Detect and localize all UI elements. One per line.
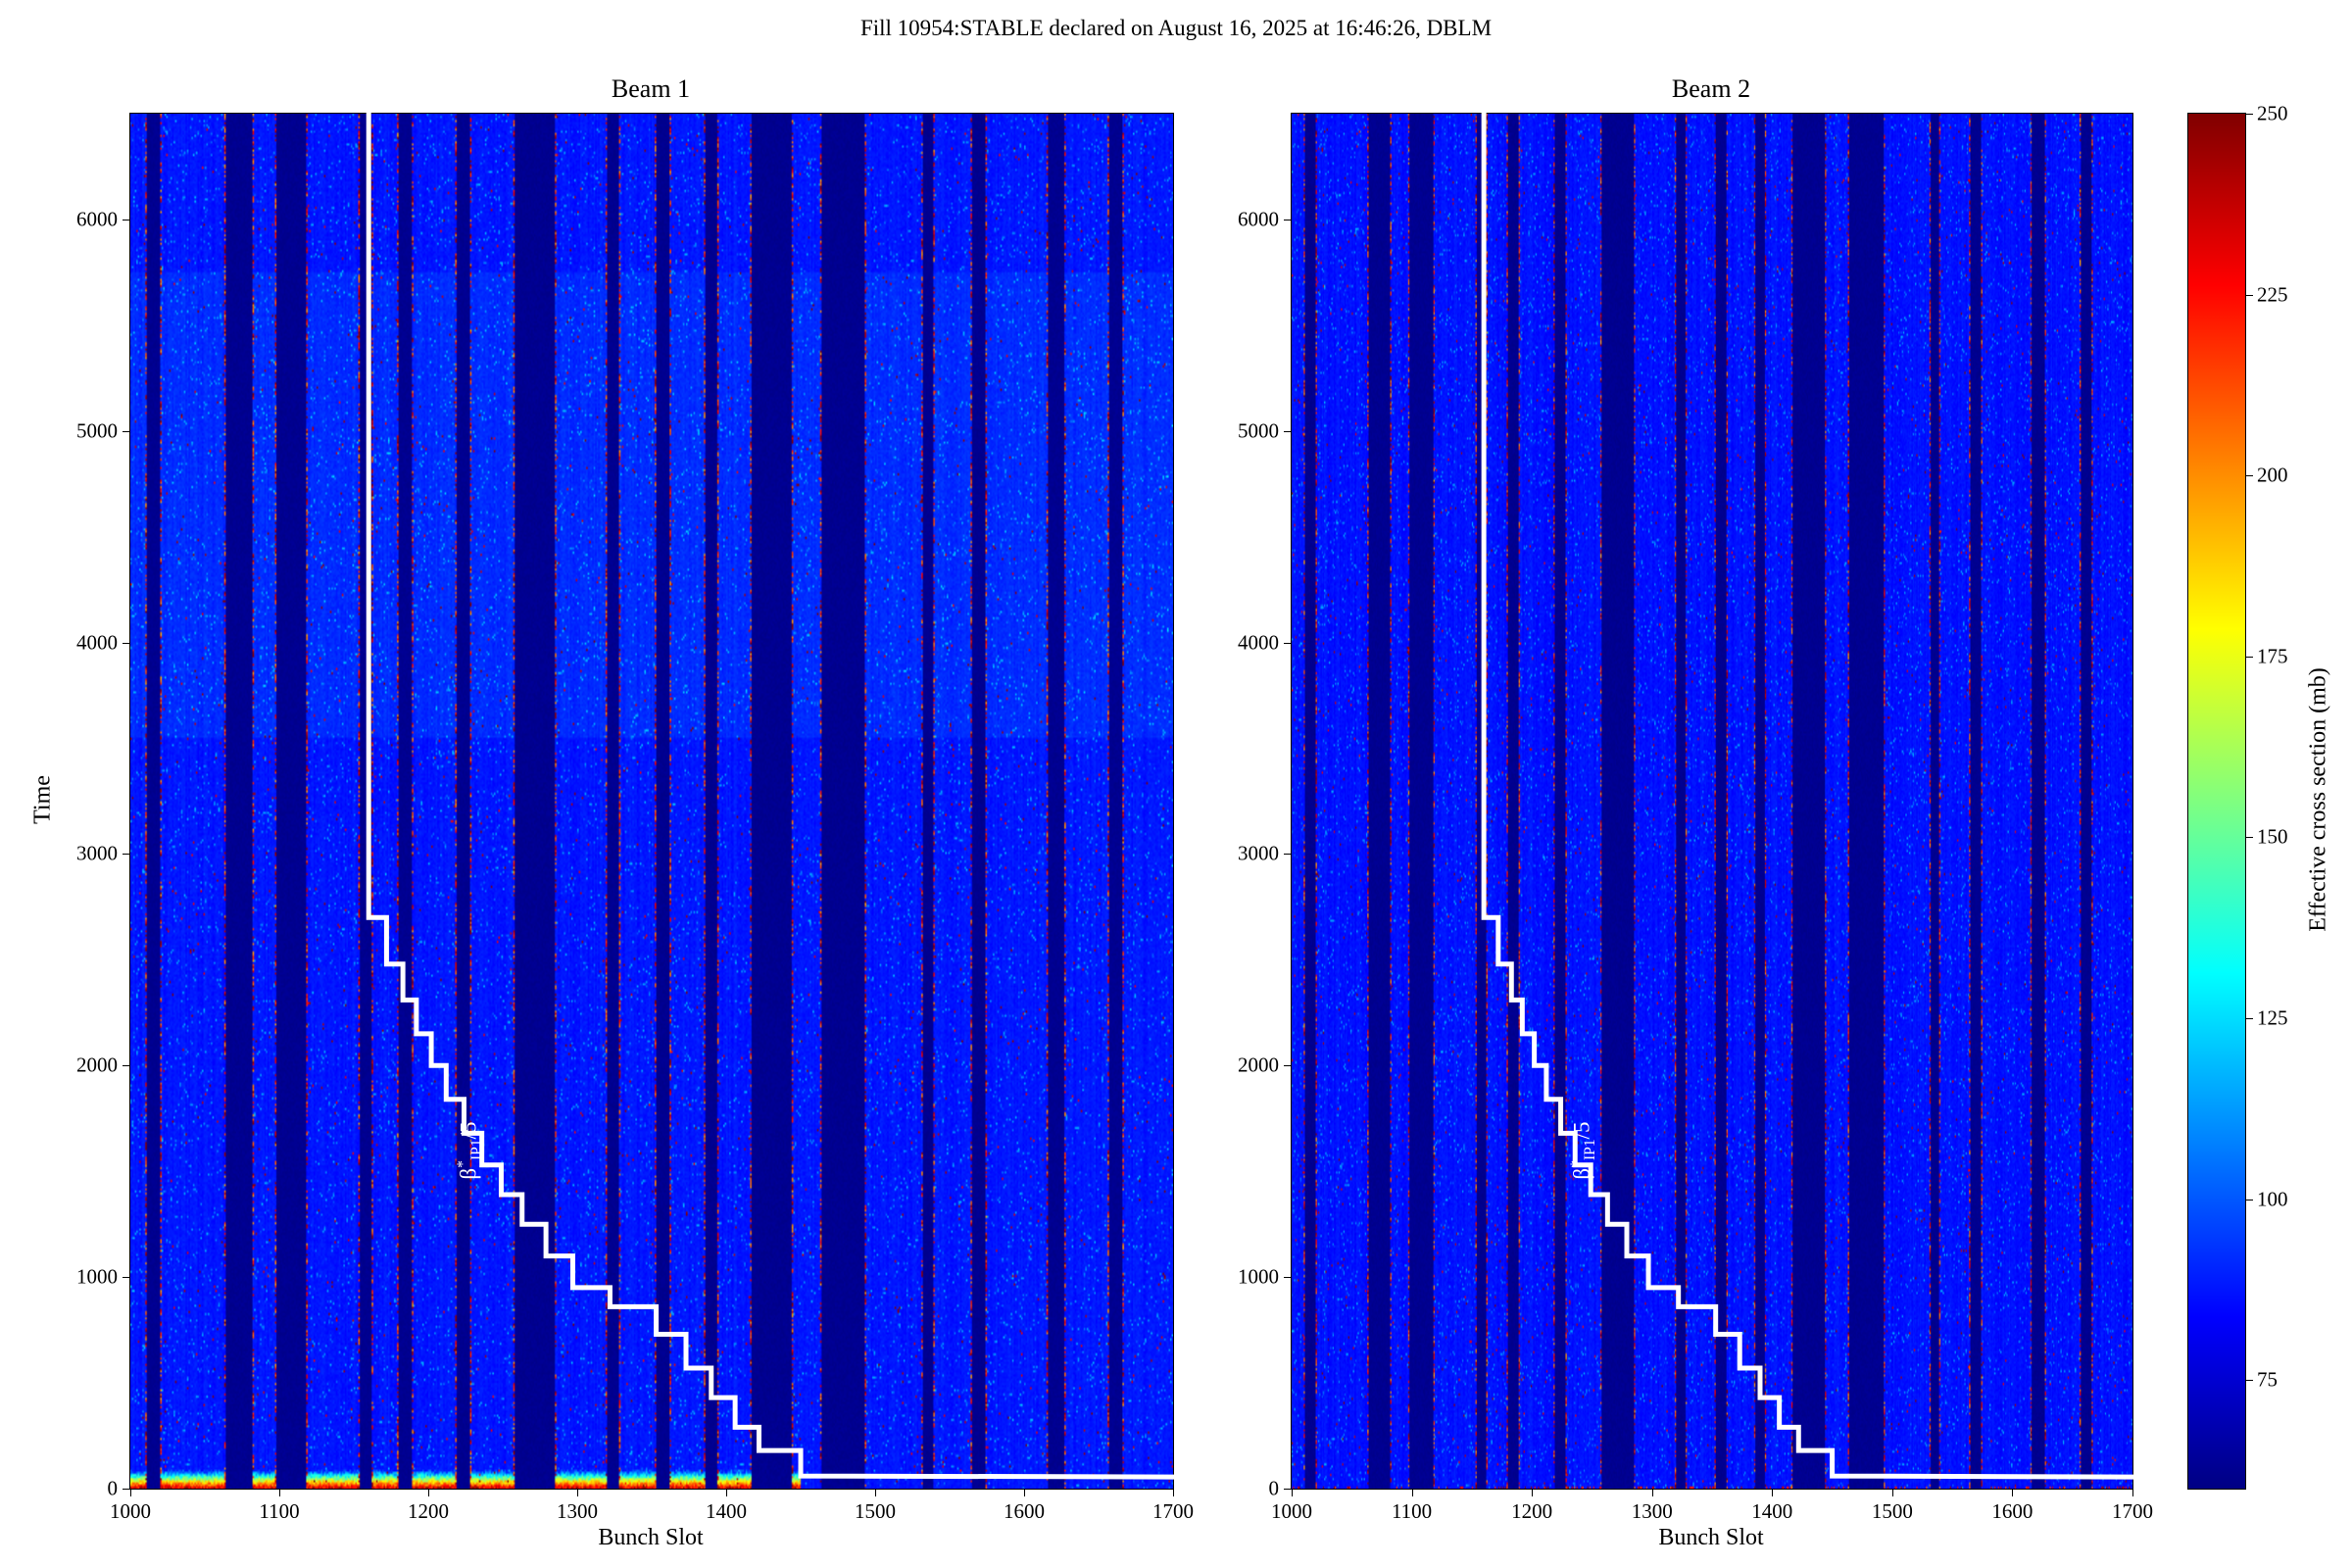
x-tick-label: 1700 xyxy=(2112,1499,2153,1523)
y-tick-mark xyxy=(1284,1277,1292,1279)
y-tick-label: 3000 xyxy=(76,841,118,865)
beam1-beta-star-annotation: β*IP1/5 xyxy=(454,1121,485,1179)
x-tick-mark xyxy=(1532,1489,1534,1496)
y-tick-mark xyxy=(122,1065,130,1067)
x-tick-mark xyxy=(1411,1489,1413,1496)
colorbar-tick-label: 75 xyxy=(2257,1367,2278,1392)
x-tick-label: 1300 xyxy=(1631,1499,1673,1523)
colorbar-tick-label: 100 xyxy=(2257,1187,2288,1211)
colorbar-tick-label: 150 xyxy=(2257,824,2288,849)
y-tick-label: 2000 xyxy=(76,1053,118,1077)
y-tick-mark xyxy=(1284,642,1292,644)
beam2-beta-star-line xyxy=(1292,114,2132,1489)
x-tick-label: 1700 xyxy=(1152,1499,1194,1523)
y-tick-mark xyxy=(122,1489,130,1490)
x-tick-label: 1100 xyxy=(259,1499,300,1523)
colorbar-tick-label: 225 xyxy=(2257,282,2288,307)
beta-symbol: β xyxy=(1569,1167,1594,1180)
x-tick-mark xyxy=(130,1489,131,1496)
y-tick-label: 0 xyxy=(1268,1476,1280,1500)
x-tick-mark xyxy=(1024,1489,1025,1496)
y-tick-label: 1000 xyxy=(1238,1264,1279,1289)
colorbar-tick-mark xyxy=(2245,656,2253,658)
beta-suffix: /5 xyxy=(1569,1121,1594,1139)
x-tick-mark xyxy=(1651,1489,1653,1496)
beam1-heatmap-canvas xyxy=(130,114,1173,1489)
y-tick-label: 6000 xyxy=(76,207,118,231)
beam1-title: Beam 1 xyxy=(611,74,691,103)
colorbar-tick-label: 175 xyxy=(2257,644,2288,668)
x-tick-label: 1000 xyxy=(110,1499,151,1523)
y-tick-label: 5000 xyxy=(1238,418,1279,443)
x-tick-mark xyxy=(1891,1489,1893,1496)
y-tick-mark xyxy=(122,430,130,432)
colorbar-tick-mark xyxy=(2245,114,2253,115)
beam1-beta-star-line xyxy=(130,114,1173,1489)
colorbar-tick-label: 250 xyxy=(2257,101,2288,125)
y-tick-mark xyxy=(1284,430,1292,432)
x-tick-label: 1600 xyxy=(1991,1499,2034,1523)
beam2-title: Beam 2 xyxy=(1671,74,1751,103)
x-tick-mark xyxy=(2132,1489,2133,1496)
beta-subscript: IP1 xyxy=(467,1138,485,1160)
x-tick-mark xyxy=(726,1489,727,1496)
x-tick-mark xyxy=(875,1489,876,1496)
y-tick-label: 3000 xyxy=(1238,841,1279,865)
colorbar-tick-label: 200 xyxy=(2257,463,2288,487)
colorbar-tick-mark xyxy=(2245,1380,2253,1382)
x-tick-label: 1500 xyxy=(1871,1499,1913,1523)
beam2-heatmap-canvas xyxy=(1292,114,2132,1489)
colorbar-tick-mark xyxy=(2245,1018,2253,1020)
colorbar: 75 100 125 150 175 200 225 250 xyxy=(2187,102,2288,1490)
y-tick-mark xyxy=(1284,1065,1292,1067)
y-tick-label: 4000 xyxy=(76,630,118,655)
y-tick-mark xyxy=(1284,1489,1292,1490)
y-tick-label: 0 xyxy=(107,1476,119,1500)
figure-title: Fill 10954:STABLE declared on August 16,… xyxy=(859,16,1493,40)
x-tick-label: 1400 xyxy=(1751,1499,1793,1523)
y-tick-label: 5000 xyxy=(76,418,118,443)
x-tick-mark xyxy=(1772,1489,1774,1496)
y-tick-label: 1000 xyxy=(76,1264,118,1289)
beta-superscript: * xyxy=(454,1159,471,1168)
x-tick-mark xyxy=(1173,1489,1174,1496)
beta-symbol: β xyxy=(456,1167,481,1180)
x-tick-mark xyxy=(279,1489,280,1496)
x-tick-label: 1200 xyxy=(1511,1499,1553,1523)
y-tick-mark xyxy=(122,1277,130,1279)
x-tick-label: 1600 xyxy=(1004,1499,1045,1523)
y-tick-mark xyxy=(122,854,130,856)
y-tick-label: 2000 xyxy=(1238,1053,1279,1077)
beam1-x-axis-label: Bunch Slot xyxy=(598,1525,704,1550)
y-axis-label: Time xyxy=(29,775,56,824)
x-tick-mark xyxy=(428,1489,429,1496)
y-tick-mark xyxy=(1284,854,1292,856)
x-tick-mark xyxy=(1292,1489,1293,1496)
colorbar-tick-mark xyxy=(2245,475,2253,477)
beam2-heatmap: β*IP1/5 1000 1100 1200 1300 1400 1500 1600 1700… xyxy=(1238,113,2153,1523)
beam2-beta-star-annotation: β*IP1/5 xyxy=(1568,1121,1599,1179)
beta-subscript: IP1 xyxy=(1581,1138,1598,1160)
beam1-heatmap: β*IP1/5 1000 1100 1200 1300 1400 1500 1600 1700… xyxy=(76,113,1194,1523)
x-tick-mark xyxy=(2012,1489,2014,1496)
x-tick-label: 1100 xyxy=(1391,1499,1433,1523)
colorbar-label: Effective cross section (mb) xyxy=(2305,667,2331,932)
beam2-x-axis-label: Bunch Slot xyxy=(1658,1525,1764,1550)
beta-superscript: * xyxy=(1567,1159,1585,1168)
x-tick-label: 1200 xyxy=(408,1499,449,1523)
colorbar-tick-mark xyxy=(2245,294,2253,296)
x-tick-label: 1000 xyxy=(1271,1499,1312,1523)
x-tick-label: 1400 xyxy=(706,1499,747,1523)
y-tick-label: 6000 xyxy=(1238,207,1279,231)
colorbar-tick-label: 125 xyxy=(2257,1005,2288,1030)
x-tick-mark xyxy=(577,1489,578,1496)
colorbar-tick-mark xyxy=(2245,837,2253,839)
x-tick-label: 1300 xyxy=(557,1499,598,1523)
y-tick-label: 4000 xyxy=(1238,630,1279,655)
y-tick-mark xyxy=(122,642,130,644)
x-tick-label: 1500 xyxy=(855,1499,896,1523)
beta-suffix: /5 xyxy=(456,1121,481,1139)
